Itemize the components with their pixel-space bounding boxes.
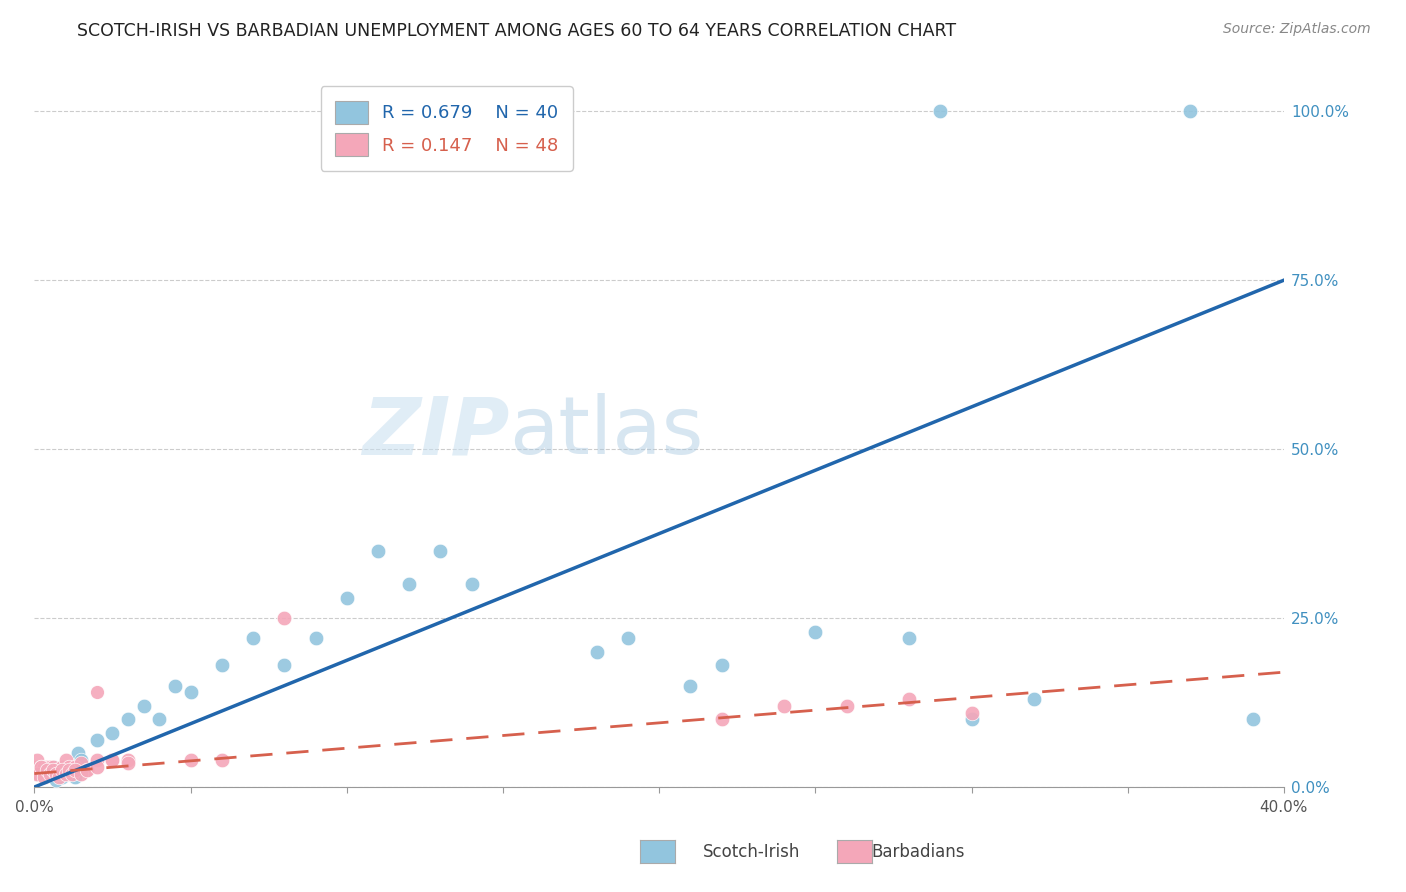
Point bbox=[804, 624, 827, 639]
Point bbox=[76, 763, 98, 777]
Point bbox=[58, 763, 80, 777]
Point bbox=[30, 760, 52, 774]
Point bbox=[76, 763, 98, 777]
Point bbox=[304, 632, 326, 646]
Point bbox=[429, 543, 451, 558]
Point bbox=[242, 632, 264, 646]
Point bbox=[710, 713, 733, 727]
Text: Source: ZipAtlas.com: Source: ZipAtlas.com bbox=[1223, 22, 1371, 37]
Point bbox=[101, 753, 124, 767]
Point bbox=[773, 698, 796, 713]
Point bbox=[63, 763, 86, 777]
Point bbox=[32, 770, 55, 784]
Point bbox=[180, 753, 202, 767]
Point bbox=[273, 658, 295, 673]
Point bbox=[398, 577, 420, 591]
Point bbox=[63, 760, 86, 774]
Point bbox=[27, 766, 49, 780]
Point bbox=[42, 760, 65, 774]
Point bbox=[37, 763, 59, 777]
Point bbox=[1178, 104, 1201, 119]
Text: atlas: atlas bbox=[509, 393, 703, 471]
Point bbox=[32, 770, 55, 784]
Point bbox=[67, 746, 90, 760]
Point bbox=[28, 766, 51, 780]
Point bbox=[163, 679, 186, 693]
Point bbox=[1022, 692, 1045, 706]
Point bbox=[101, 726, 124, 740]
Point bbox=[34, 766, 56, 780]
Point bbox=[35, 763, 58, 777]
Point bbox=[42, 760, 65, 774]
Point bbox=[39, 766, 62, 780]
Point bbox=[835, 698, 858, 713]
Point bbox=[617, 632, 640, 646]
Point bbox=[35, 760, 58, 774]
Point bbox=[460, 577, 482, 591]
Point bbox=[898, 692, 921, 706]
Point bbox=[86, 760, 108, 774]
Point bbox=[60, 760, 83, 774]
Point bbox=[60, 766, 83, 780]
Point bbox=[679, 679, 702, 693]
Point bbox=[336, 591, 359, 605]
Point bbox=[117, 756, 139, 771]
Point bbox=[39, 760, 62, 774]
Point bbox=[55, 763, 77, 777]
Point bbox=[211, 658, 233, 673]
Point bbox=[42, 763, 65, 777]
Point bbox=[30, 760, 52, 774]
Point bbox=[585, 645, 607, 659]
Point bbox=[63, 770, 86, 784]
Point bbox=[51, 760, 73, 774]
Point bbox=[39, 766, 62, 780]
Point bbox=[30, 760, 52, 774]
Point bbox=[27, 766, 49, 780]
Point bbox=[148, 713, 170, 727]
Point bbox=[58, 766, 80, 780]
Point bbox=[132, 698, 155, 713]
Point bbox=[86, 753, 108, 767]
Point bbox=[898, 632, 921, 646]
Text: SCOTCH-IRISH VS BARBADIAN UNEMPLOYMENT AMONG AGES 60 TO 64 YEARS CORRELATION CHA: SCOTCH-IRISH VS BARBADIAN UNEMPLOYMENT A… bbox=[77, 22, 956, 40]
Point bbox=[960, 713, 983, 727]
Point bbox=[367, 543, 389, 558]
Point bbox=[45, 763, 67, 777]
Point bbox=[32, 760, 55, 774]
Point bbox=[45, 766, 67, 780]
Point bbox=[1241, 713, 1264, 727]
Point bbox=[60, 763, 83, 777]
Point bbox=[58, 760, 80, 774]
Text: ZIP: ZIP bbox=[361, 393, 509, 471]
Point bbox=[70, 756, 93, 771]
Point bbox=[86, 732, 108, 747]
Point bbox=[960, 706, 983, 720]
Text: Scotch-Irish: Scotch-Irish bbox=[703, 843, 800, 861]
Point bbox=[710, 658, 733, 673]
Point bbox=[27, 753, 49, 767]
Point bbox=[929, 104, 952, 119]
Legend: R = 0.679    N = 40, R = 0.147    N = 48: R = 0.679 N = 40, R = 0.147 N = 48 bbox=[321, 87, 572, 170]
Point bbox=[35, 763, 58, 777]
Point bbox=[25, 760, 48, 774]
Point bbox=[45, 773, 67, 788]
Text: Barbadians: Barbadians bbox=[872, 843, 966, 861]
Point bbox=[117, 753, 139, 767]
Point bbox=[180, 685, 202, 699]
Point bbox=[48, 766, 70, 780]
Point bbox=[48, 770, 70, 784]
Point bbox=[48, 766, 70, 780]
Point bbox=[51, 770, 73, 784]
Point bbox=[211, 753, 233, 767]
Point bbox=[51, 763, 73, 777]
Point bbox=[117, 713, 139, 727]
Point bbox=[55, 753, 77, 767]
Point bbox=[86, 685, 108, 699]
Point bbox=[70, 766, 93, 780]
Point bbox=[55, 766, 77, 780]
Point bbox=[31, 763, 53, 777]
Point bbox=[101, 753, 124, 767]
Point bbox=[273, 611, 295, 625]
Point bbox=[70, 753, 93, 767]
